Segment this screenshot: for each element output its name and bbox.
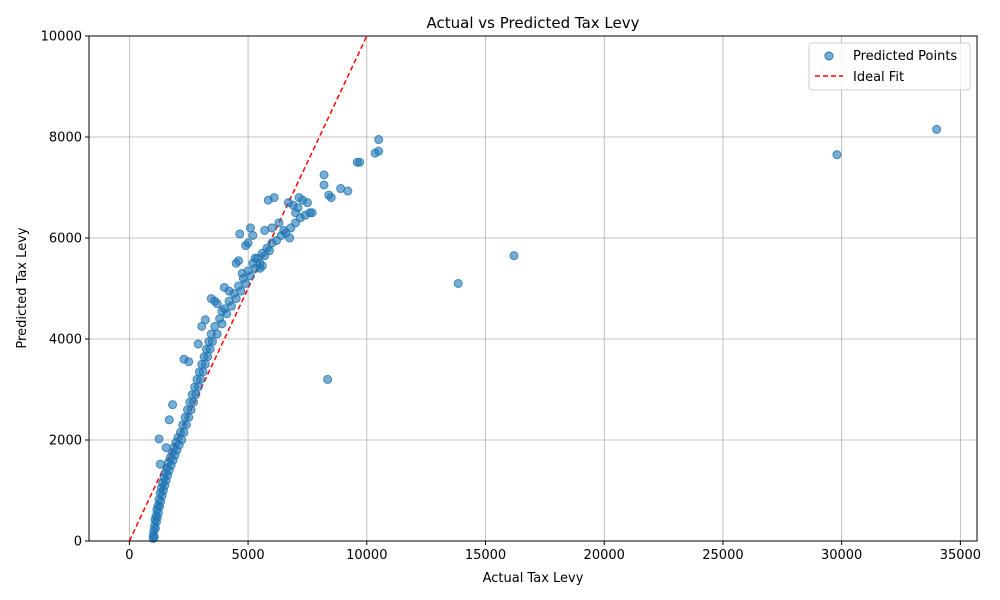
- data-point: [205, 344, 215, 354]
- data-point: [234, 256, 244, 266]
- ideal-fit-line: [128, 35, 368, 542]
- x-tick-label: 15000: [465, 548, 506, 563]
- data-point: [285, 233, 295, 243]
- y-tick-label: 8000: [49, 131, 82, 146]
- data-point: [245, 271, 255, 281]
- plot-area-frame: [88, 35, 978, 542]
- data-point: [154, 434, 164, 444]
- legend-label-ideal: Ideal Fit: [853, 70, 904, 85]
- data-point: [193, 339, 203, 349]
- data-point: [257, 261, 267, 271]
- y-tick-label: 6000: [49, 232, 82, 247]
- data-point: [293, 203, 303, 213]
- data-point: [149, 532, 159, 542]
- data-point: [307, 208, 317, 218]
- x-tick-label: 10000: [346, 548, 387, 563]
- data-point: [269, 193, 279, 203]
- data-point: [250, 253, 260, 263]
- x-tick-label: 30000: [821, 548, 862, 563]
- data-point: [207, 337, 217, 347]
- x-tick-label: 25000: [702, 548, 743, 563]
- ideal-fit-layer: [128, 35, 368, 542]
- data-point: [241, 278, 251, 288]
- data-point: [191, 390, 201, 400]
- x-axis-label: Actual Tax Levy: [483, 571, 584, 586]
- data-point: [245, 223, 255, 233]
- data-point: [374, 146, 384, 156]
- data-point: [179, 427, 189, 437]
- data-point: [193, 382, 203, 392]
- y-axis-label: Predicted Tax Levy: [15, 227, 30, 348]
- data-point: [217, 306, 227, 316]
- legend-label-points: Predicted Points: [853, 49, 957, 64]
- data-point: [168, 400, 178, 410]
- legend-marker-points: [824, 51, 834, 61]
- data-point: [155, 459, 165, 469]
- data-point: [343, 186, 353, 196]
- data-point: [248, 230, 258, 240]
- y-tick-label: 2000: [49, 434, 82, 449]
- data-point: [212, 329, 222, 339]
- y-tick-label: 10000: [41, 30, 82, 45]
- y-tick-label: 0: [74, 535, 82, 550]
- y-axis: 0 2000 4000 6000 8000 10000: [41, 30, 89, 550]
- data-point: [235, 229, 245, 239]
- data-point: [932, 124, 942, 134]
- x-axis: 0 5000 10000 15000 20000 25000 30000 35000: [125, 541, 981, 563]
- x-tick-label: 20000: [584, 548, 625, 563]
- data-point: [200, 359, 210, 369]
- data-point: [264, 246, 274, 256]
- data-point: [267, 223, 277, 233]
- data-point: [326, 193, 336, 203]
- data-point: [226, 301, 236, 311]
- x-tick-label: 0: [125, 548, 133, 563]
- data-point: [161, 443, 171, 453]
- data-point: [188, 397, 198, 407]
- points-layer: [148, 124, 942, 543]
- data-point: [832, 150, 842, 160]
- data-point: [184, 412, 194, 422]
- data-point: [198, 367, 208, 377]
- data-point: [302, 198, 312, 208]
- data-point: [355, 157, 365, 167]
- data-point: [181, 420, 191, 430]
- data-point: [217, 319, 227, 329]
- data-point: [323, 374, 333, 384]
- x-tick-label: 35000: [940, 548, 981, 563]
- data-point: [243, 238, 253, 248]
- data-point: [186, 405, 196, 415]
- data-point: [319, 180, 329, 190]
- data-point: [203, 352, 213, 362]
- data-point: [231, 294, 241, 304]
- x-tick-label: 5000: [232, 548, 265, 563]
- data-point: [274, 218, 284, 228]
- data-point: [212, 299, 222, 309]
- legend-box: [808, 42, 971, 91]
- data-point: [224, 286, 234, 296]
- data-point: [453, 278, 463, 288]
- y-tick-label: 4000: [49, 333, 82, 348]
- data-point: [237, 268, 247, 278]
- data-point: [319, 170, 329, 180]
- data-point: [374, 135, 384, 145]
- data-point: [200, 315, 210, 325]
- data-point: [164, 415, 174, 425]
- data-point: [184, 357, 194, 367]
- data-point: [509, 251, 519, 261]
- data-point: [279, 225, 289, 235]
- data-point: [236, 286, 246, 296]
- data-point: [196, 374, 206, 384]
- data-point: [177, 435, 187, 445]
- legend: Predicted Points Ideal Fit: [808, 42, 971, 91]
- chart-title: Actual vs Predicted Tax Levy: [427, 14, 640, 32]
